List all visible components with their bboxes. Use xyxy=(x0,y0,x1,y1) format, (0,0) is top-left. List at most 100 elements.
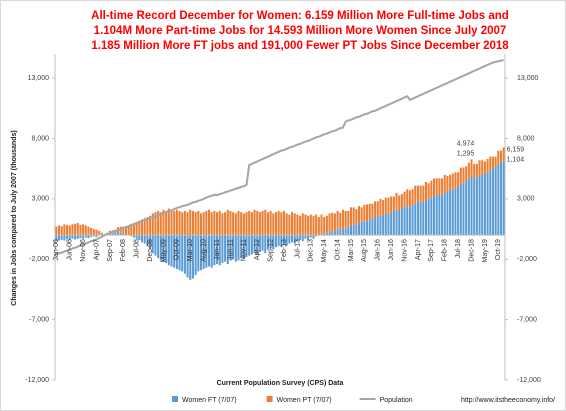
bar xyxy=(376,201,379,217)
bar xyxy=(419,201,422,236)
bar xyxy=(84,235,87,238)
bar xyxy=(307,215,310,236)
bar xyxy=(470,175,473,236)
bar xyxy=(130,235,133,237)
bar xyxy=(379,215,382,236)
bar xyxy=(280,212,283,236)
bar xyxy=(374,201,377,217)
bar xyxy=(124,226,127,235)
x-tick-label: Jun-11 xyxy=(227,239,234,260)
bar xyxy=(382,200,385,215)
bar xyxy=(462,183,465,236)
bar xyxy=(438,194,441,236)
y2-tick-label: 13,000 xyxy=(517,75,539,82)
bar xyxy=(457,186,460,236)
bar xyxy=(240,212,243,236)
bar xyxy=(63,235,66,241)
x-tick-label: Dec-13 xyxy=(308,239,315,262)
x-tick-label: May-19 xyxy=(482,239,489,262)
bar xyxy=(245,235,248,257)
bar xyxy=(114,232,117,236)
bar xyxy=(473,178,476,236)
bar xyxy=(191,210,194,236)
chart-title: 1.104M More Part-time Jobs for 14.593 Mi… xyxy=(94,25,507,37)
bar xyxy=(454,188,457,236)
x-tick-label: Apr-07 xyxy=(93,239,100,260)
x-tick-label: Aug-10 xyxy=(201,239,208,262)
bar xyxy=(379,198,382,216)
bar xyxy=(355,224,358,236)
bar xyxy=(63,224,66,236)
bar xyxy=(449,189,452,236)
bar xyxy=(277,235,280,246)
bar xyxy=(424,200,427,236)
x-tick-label: Jan-11 xyxy=(214,239,221,260)
bar xyxy=(309,235,312,238)
bar xyxy=(157,235,160,259)
bar xyxy=(135,221,138,236)
bar xyxy=(189,235,192,280)
bar xyxy=(242,213,245,236)
bar xyxy=(74,223,77,236)
bar xyxy=(416,185,419,203)
y2-tick-label: -12,000 xyxy=(517,377,541,384)
bar xyxy=(307,235,310,240)
bar xyxy=(133,223,136,236)
bar xyxy=(483,161,486,174)
bar xyxy=(481,174,484,236)
bar xyxy=(459,184,462,236)
bar xyxy=(299,215,302,236)
bar xyxy=(317,217,320,236)
x-tick-label: Jun-16 xyxy=(388,239,395,261)
bar xyxy=(430,180,433,198)
bar xyxy=(205,210,208,236)
bar xyxy=(491,156,494,169)
bar xyxy=(66,224,69,236)
x-tick-label: Dec-08 xyxy=(147,239,154,262)
x-tick-label: Feb-18 xyxy=(442,239,449,261)
y2-tick-label: 8,000 xyxy=(517,135,535,142)
bar xyxy=(253,209,256,236)
bar xyxy=(245,212,248,236)
bar xyxy=(167,208,170,236)
bar xyxy=(333,213,336,231)
bar xyxy=(202,235,205,269)
bar xyxy=(143,235,146,244)
bar xyxy=(296,214,299,236)
bar xyxy=(218,235,221,266)
bar xyxy=(499,162,502,236)
bar xyxy=(170,209,173,236)
bar xyxy=(60,226,63,236)
bar xyxy=(400,208,403,236)
bar xyxy=(135,235,138,239)
bar xyxy=(293,235,296,244)
bar xyxy=(71,224,74,236)
bar xyxy=(483,173,486,236)
bar xyxy=(304,214,307,236)
bar xyxy=(240,235,243,259)
data-label: 1,104 xyxy=(507,156,525,163)
legend-label: Population xyxy=(380,397,413,404)
bar xyxy=(210,212,213,236)
bar xyxy=(248,210,251,236)
x-tick-label: Oct-14 xyxy=(334,239,341,260)
bar xyxy=(384,213,387,236)
bar xyxy=(154,235,157,256)
bar xyxy=(441,178,444,196)
x-tick-label: Oct-19 xyxy=(495,239,502,260)
bar xyxy=(411,204,414,236)
bar xyxy=(234,213,237,236)
bar xyxy=(400,194,403,209)
bar xyxy=(90,235,93,237)
bar xyxy=(475,163,478,178)
bar xyxy=(331,212,334,233)
bar xyxy=(363,204,366,221)
bar xyxy=(288,214,291,236)
bar xyxy=(328,213,331,232)
bar xyxy=(224,235,227,262)
x-tick-label: Apr-12 xyxy=(254,239,261,260)
bar xyxy=(341,209,344,228)
bar xyxy=(433,196,436,236)
bar xyxy=(491,168,494,236)
